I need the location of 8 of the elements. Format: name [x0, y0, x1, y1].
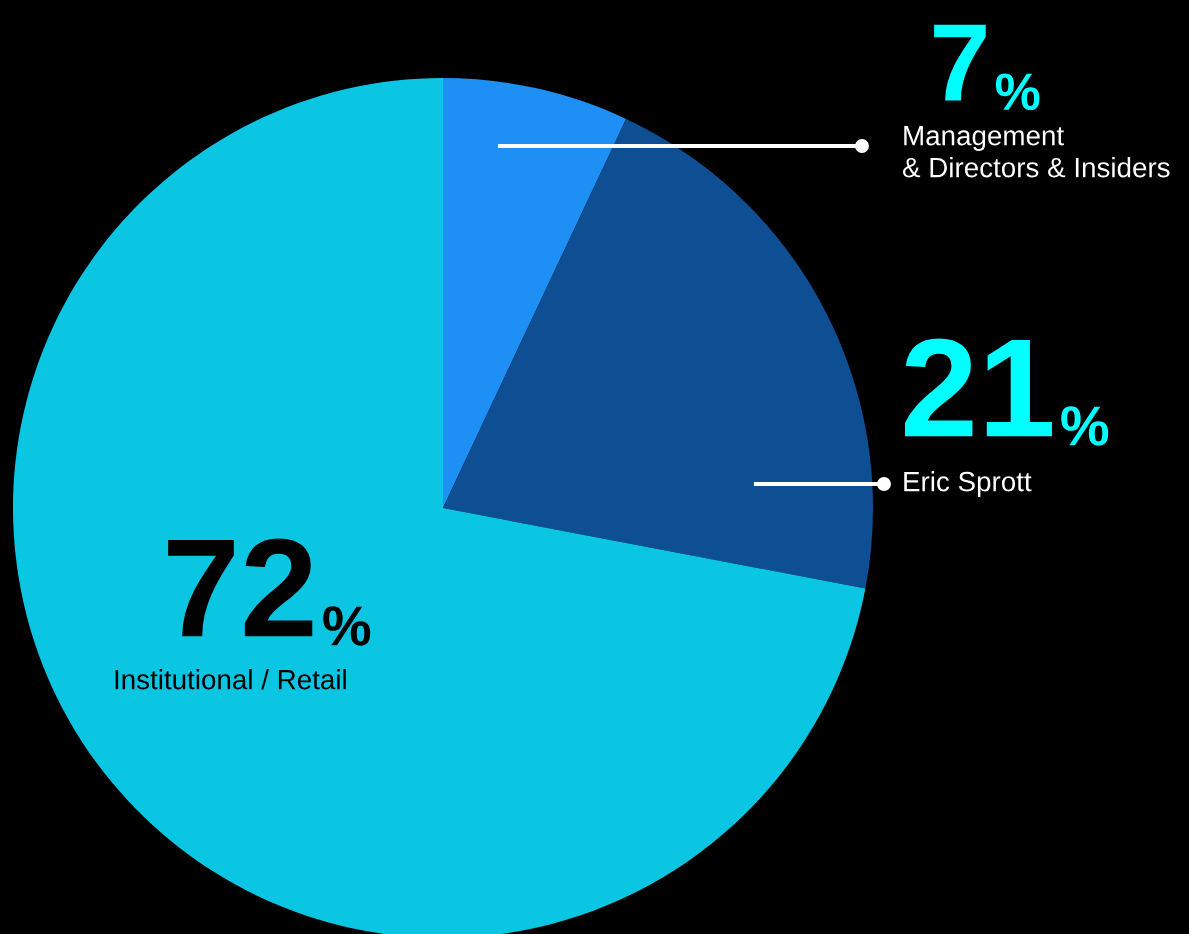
slice-label: Institutional / Retail: [115, 669, 346, 690]
slice-label: Management & Directors & Insiders: [902, 126, 1170, 178]
data-label: 72%: [168, 538, 371, 646]
data-label: 7%: [934, 24, 1040, 111]
slice-label: Eric Sprott: [904, 471, 1032, 497]
pie-slice: [443, 118, 873, 589]
data-label: 21%: [905, 338, 1109, 446]
pie-slice: [443, 78, 627, 508]
